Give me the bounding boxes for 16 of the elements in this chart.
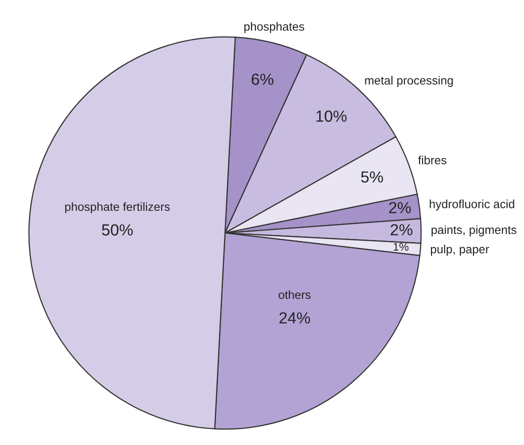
data-label: 1% [394, 242, 408, 251]
data-label: 5% [361, 171, 383, 183]
slice-label: paints, pigments [432, 225, 516, 236]
data-label: 10% [316, 110, 347, 122]
data-label: 2% [389, 202, 411, 214]
data-label: 50% [102, 224, 133, 236]
slice-label: phosphate fertilizers [65, 202, 170, 214]
data-label: 24% [279, 312, 310, 324]
data-label: 6% [252, 74, 274, 85]
slice-label: others [278, 290, 311, 299]
slice-label: pulp, paper [430, 244, 490, 256]
slice-label: fibres [418, 156, 446, 164]
data-label: 2% [390, 224, 412, 236]
slice-label: phosphates [244, 22, 304, 34]
slice-label: metal processing [365, 76, 453, 87]
slice-label: hydrofluoric acid [430, 200, 514, 211]
